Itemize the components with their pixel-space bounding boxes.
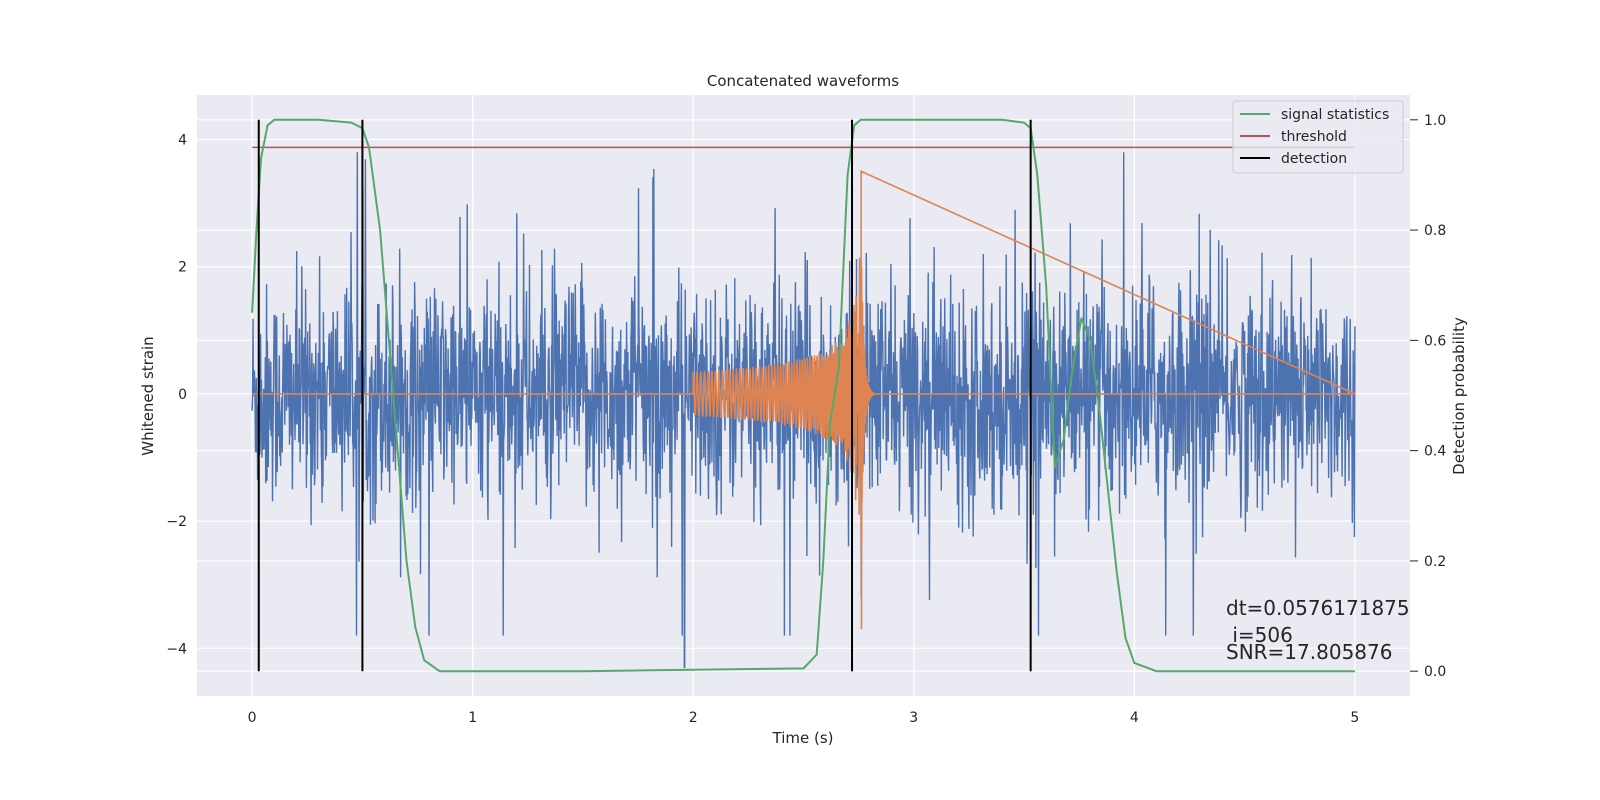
x-tick-label: 2 [689, 710, 698, 726]
plot-content [251, 118, 1356, 673]
y-tick-label: 0 [178, 387, 187, 403]
legend: signal statistics threshold detection [1232, 100, 1404, 174]
chart-title: Concatenated waveforms [707, 72, 899, 90]
annotation-dt: dt=0.0576171875 [1226, 596, 1410, 620]
legend-label-signal-statistics: signal statistics [1281, 107, 1389, 123]
annotation-index: i=506 [1226, 623, 1293, 647]
y2-tick-label: 0.8 [1424, 223, 1446, 239]
signal-statistics-line [251, 118, 1355, 673]
x-axis-label: Time (s) [772, 729, 834, 747]
y2-tick-label: 0.6 [1424, 333, 1446, 349]
y2-tick-label: 0.2 [1424, 554, 1446, 570]
y-axis-right-label: Detection probability [1450, 317, 1468, 475]
y-axis-label: Whitened strain [139, 336, 157, 455]
y2-tick-label: 0.0 [1424, 664, 1446, 680]
legend-box [1232, 100, 1404, 174]
x-tick-label: 1 [468, 710, 477, 726]
y2-tick-label: 0.4 [1424, 444, 1446, 460]
tick-labels: 0 1 2 3 4 5 −4 −2 0 2 4 0.0 0.2 0.4 0.6 0.8 1.0 [166, 113, 1446, 726]
legend-label-threshold: threshold [1281, 129, 1347, 145]
x-tick-label: 5 [1350, 710, 1359, 726]
injected-waveform-line [252, 170, 1356, 630]
y-tick-label: −2 [166, 514, 187, 530]
annotation-snr: SNR=17.805876 [1226, 640, 1392, 664]
y2-tick-label: 1.0 [1424, 113, 1446, 129]
x-tick-label: 3 [909, 710, 918, 726]
legend-label-detection: detection [1281, 151, 1347, 167]
x-tick-label: 0 [248, 710, 257, 726]
x-tick-label: 4 [1130, 710, 1139, 726]
y-tick-label: 2 [178, 260, 187, 276]
y-tick-label: −4 [166, 641, 187, 657]
y-tick-label: 4 [178, 133, 187, 149]
